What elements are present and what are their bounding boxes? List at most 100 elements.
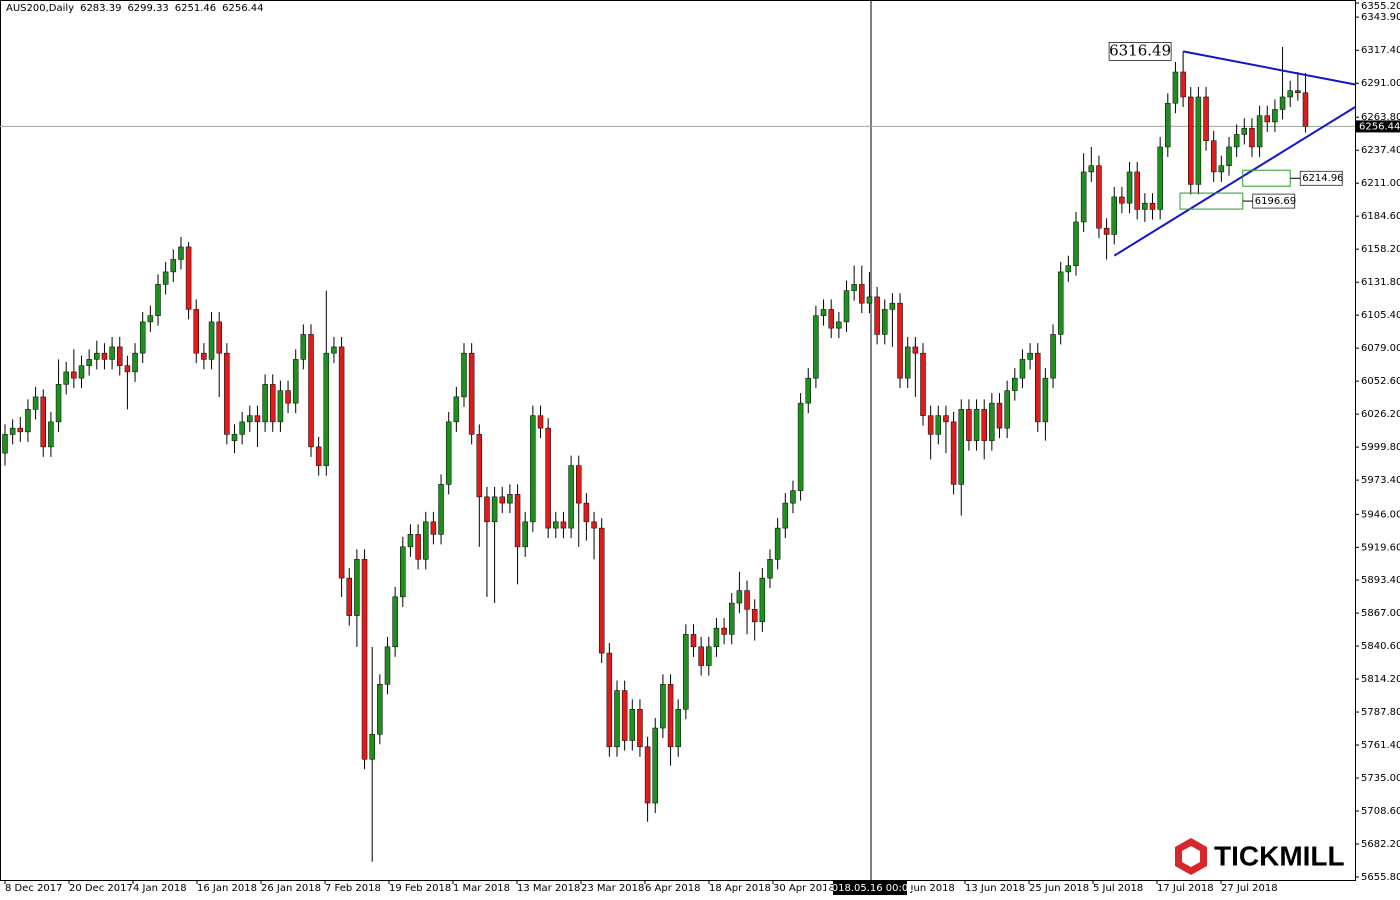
candle-body: [973, 409, 980, 441]
candle-body: [1203, 96, 1209, 141]
candle-body: [331, 346, 337, 354]
candle-body: [851, 284, 857, 291]
candle-body: [744, 590, 750, 610]
candle-body: [966, 409, 972, 441]
candle-body: [468, 352, 475, 435]
candle-body: [713, 627, 720, 648]
candle-body: [407, 534, 414, 548]
candle-body: [805, 377, 811, 404]
candle-body: [254, 415, 261, 423]
candle-body: [507, 494, 513, 504]
y-tick-label: 6263.80: [1361, 112, 1400, 123]
candle-body: [1080, 171, 1087, 223]
candle-body: [1027, 352, 1033, 360]
y-tick-label: 5787.80: [1361, 707, 1400, 718]
candle-body: [774, 527, 781, 560]
candle-body: [1264, 115, 1270, 123]
candle-body: [912, 346, 919, 354]
candle-body: [377, 684, 383, 735]
y-tick-label: 6211.00: [1361, 178, 1400, 189]
x-tick-label: 13 Jun 2018: [965, 883, 1025, 894]
x-tick-label: 1 Mar 2018: [453, 883, 510, 894]
candle-body: [1226, 146, 1232, 166]
candle-body: [866, 296, 873, 304]
y-tick-label: 5814.20: [1361, 674, 1400, 685]
header-high: 6299.33: [127, 3, 169, 14]
candle-body: [721, 627, 727, 635]
candle-body: [1165, 102, 1171, 148]
candle-body: [415, 534, 421, 560]
candle-body: [843, 290, 850, 323]
candle-body: [1157, 146, 1163, 210]
x-tick-label: 4 Jan 2018: [133, 883, 187, 894]
candle-body: [560, 521, 567, 529]
candle-body: [920, 352, 926, 416]
y-tick-label: 6317.40: [1361, 45, 1400, 56]
candle-body: [231, 434, 238, 441]
candle-body: [1119, 196, 1125, 204]
candle-body: [927, 415, 934, 435]
candle-body: [530, 415, 536, 523]
candle-body: [828, 309, 834, 329]
y-tick-label: 6105.40: [1361, 310, 1400, 321]
candle-body: [1073, 221, 1079, 266]
candle-body: [859, 284, 865, 304]
candle-body: [1134, 171, 1140, 210]
candle-body: [453, 396, 460, 423]
candle-body: [40, 396, 46, 448]
candle-body: [491, 496, 498, 523]
candle-body: [820, 309, 827, 316]
candle-body: [522, 521, 528, 548]
y-tick-label: 5735.00: [1361, 773, 1400, 784]
candle-body: [101, 352, 108, 360]
level-label: 6214.96: [1302, 173, 1343, 184]
candle-body: [430, 521, 437, 535]
high-label: 6316.49: [1109, 41, 1171, 59]
candle-body: [1142, 202, 1148, 210]
candle-body: [476, 434, 483, 498]
candle-body: [1279, 96, 1286, 110]
candle-body: [124, 365, 131, 373]
candle-body: [193, 309, 199, 354]
candle-body: [790, 490, 796, 504]
candle-body: [950, 421, 957, 485]
candle-body: [1241, 127, 1248, 135]
candle-body: [384, 646, 391, 685]
candle-body: [1004, 390, 1010, 429]
candle-body: [598, 527, 605, 654]
candle-body: [400, 546, 406, 598]
candle-body: [392, 596, 398, 648]
level-label-bg: [1252, 193, 1296, 209]
header: AUS200,Daily 6283.39 6299.33 6251.46 625…: [6, 3, 264, 14]
y-tick-label: 5919.60: [1361, 542, 1400, 553]
candle-body: [178, 246, 184, 260]
candle-body: [1195, 96, 1202, 185]
candle-body: [423, 521, 429, 560]
candle-body: [644, 746, 651, 804]
candle-body: [545, 427, 551, 529]
symbol: AUS200,Daily: [6, 3, 75, 14]
candle-body: [621, 690, 628, 741]
candle-body: [729, 602, 735, 635]
y-tick-label: 5655.80: [1361, 872, 1400, 883]
candle-body: [78, 365, 85, 379]
candle-body: [224, 352, 230, 435]
x-tick-label: 16 Jan 2018: [197, 883, 257, 894]
x-tick-label: 13 Mar 2018: [517, 883, 580, 894]
candle-body: [1302, 92, 1309, 127]
candle-body: [568, 465, 574, 529]
last-price-label: 6256.44: [1359, 121, 1400, 132]
candle-body: [109, 346, 115, 360]
candle-body: [736, 590, 743, 604]
y-tick-label: 5893.40: [1361, 575, 1400, 586]
x-tick-label: 17 Jul 2018: [1157, 883, 1214, 894]
candle-body: [71, 371, 77, 379]
candle-body: [1149, 202, 1156, 210]
candle-body: [170, 259, 177, 273]
candle-body: [239, 421, 245, 435]
y-tick-label: 5999.80: [1361, 442, 1400, 453]
candle-body: [667, 684, 674, 748]
candle-body: [1180, 71, 1186, 98]
candle-body: [782, 502, 789, 529]
